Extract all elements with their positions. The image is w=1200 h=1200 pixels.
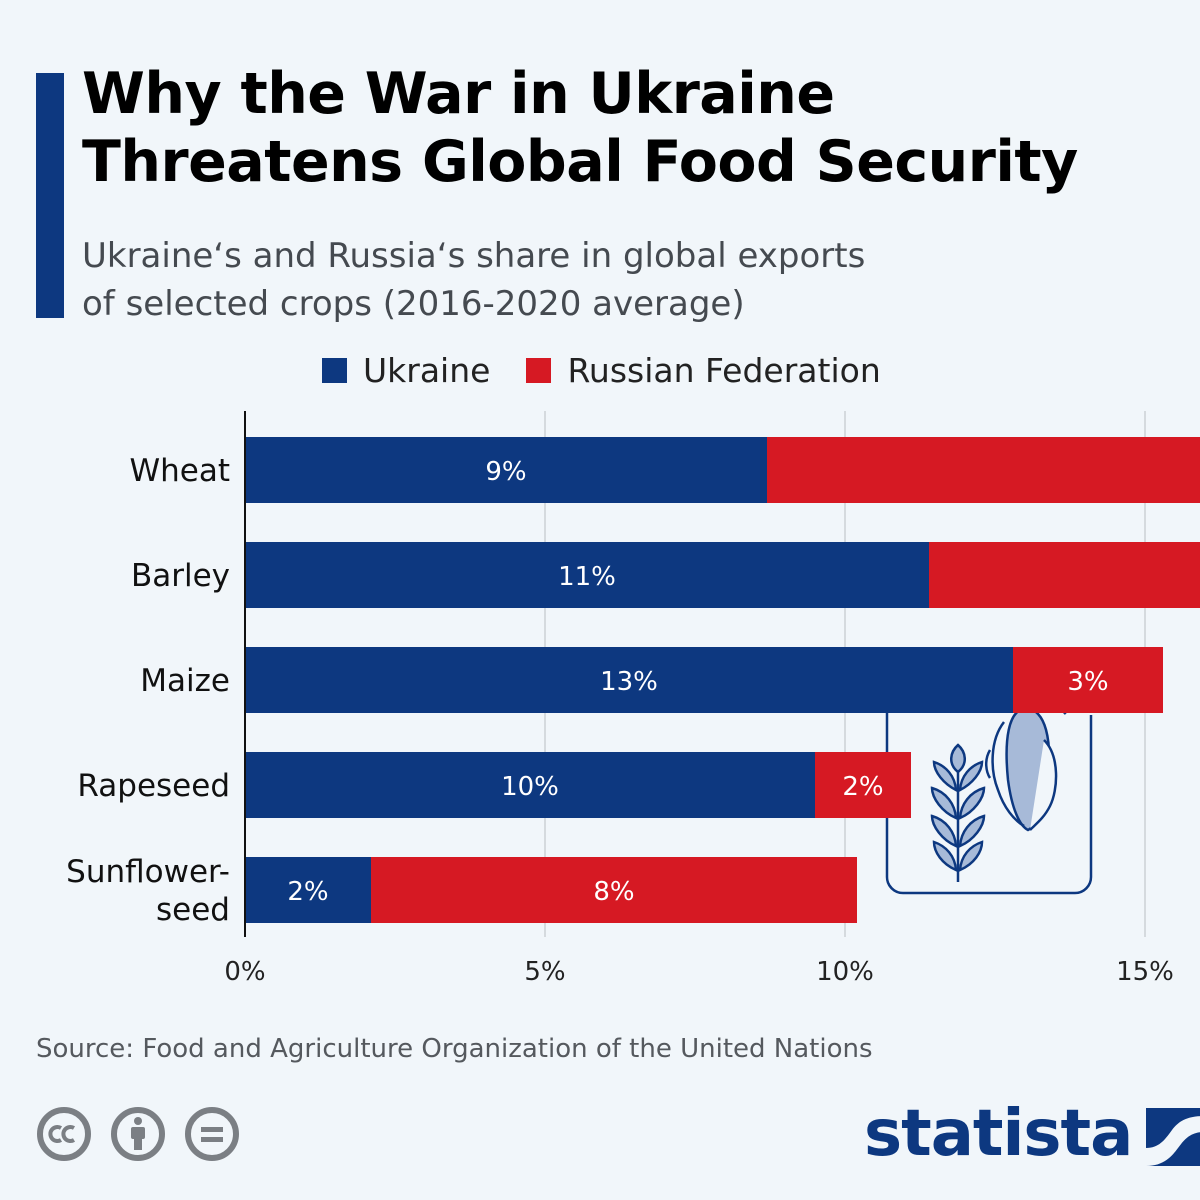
bar-ukraine-rapeseed [245,752,815,818]
legend: Ukraine Russian Federation [322,348,917,392]
bar-ukraine-wheat [245,437,767,503]
category-label: Rapeseed [77,768,230,804]
data-label: 10% [501,772,559,802]
legend-item-russia: Russian Federation [526,350,881,390]
cc-icon[interactable] [36,1106,92,1162]
data-label: 2% [842,772,883,802]
legend-swatch-ukraine [322,357,347,383]
x-tick-label: 10% [816,957,874,987]
brand-wordmark: statista [864,1097,1133,1171]
license-icons [36,1106,258,1162]
legend-item-ukraine: Ukraine [322,351,490,390]
data-label: 13% [600,667,658,697]
attribution-icon[interactable] [110,1106,166,1162]
data-label: 3% [1067,667,1108,697]
x-tick-label: 15% [1116,957,1174,987]
data-label: 2% [287,877,328,907]
category-label: Sunflower-seed [66,854,230,928]
bar-russia-wheat [767,437,1200,503]
no-derivatives-icon[interactable] [184,1106,240,1162]
chart-title: Why the War in Ukraine Threatens Global … [82,61,1078,195]
category-label: Maize [140,663,230,699]
legend-label-russia: Russian Federation [567,350,881,390]
wheat-icon [930,743,986,882]
bar-russia-sunflowerseed [371,857,857,923]
chart-subtitle: Ukraine‘s and Russia‘s share in global e… [82,236,866,324]
source-note: Source: Food and Agriculture Organizatio… [36,1034,873,1064]
bar-russia-rapeseed [815,752,911,818]
bar-russia-barley [929,542,1200,608]
bar-ukraine-sunflowerseed [245,857,371,923]
category-label: Wheat [129,453,230,489]
x-tick-label: 0% [224,957,265,987]
bar-ukraine-maize [245,647,1013,713]
bar-ukraine-barley [245,542,929,608]
legend-label-ukraine: Ukraine [363,350,491,390]
statista-logo[interactable]: statista [864,1094,1200,1174]
legend-swatch-russia [526,357,552,383]
illustration-frame [885,688,1093,895]
data-label: 11% [558,562,616,592]
data-label: 8% [593,877,634,907]
maize-icon [985,706,1058,832]
data-label: 9% [485,457,526,487]
statista-logo-mark-icon [1146,1108,1200,1166]
title-accent-bar [36,73,64,318]
category-label: Barley [131,558,230,594]
x-tick-label: 5% [524,957,565,987]
bar-russia-maize [1013,647,1163,713]
